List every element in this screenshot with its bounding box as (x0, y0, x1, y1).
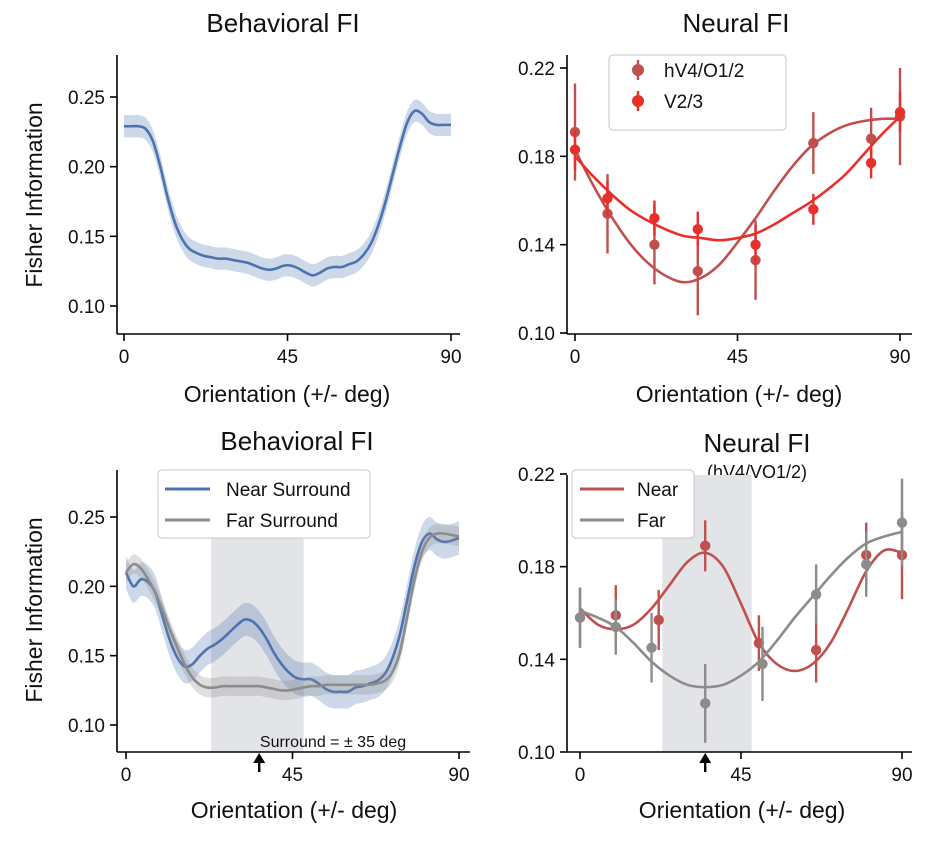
data-point (700, 540, 711, 552)
plot-area: 0.10 0.14 0.18 0.22 0 45 90 Near Far (518, 465, 913, 786)
y-tick-label: 0.14 (518, 650, 555, 671)
data-point (602, 193, 613, 204)
y-tick-label: 0.18 (518, 147, 555, 168)
data-point (865, 157, 877, 169)
series-line (124, 109, 451, 277)
y-axis-label: Fisher Information (21, 102, 47, 287)
x-tick-label: 0 (121, 765, 132, 786)
series-line (124, 532, 460, 694)
x-axis-label: Orientation (+/- deg) (184, 381, 390, 407)
y-tick-label: 0.18 (518, 558, 555, 579)
x-tick-label: 0 (575, 765, 586, 786)
series-line (124, 531, 460, 692)
data-point (692, 224, 703, 235)
panel-behavioral-fi-bottom: Behavioral FI Orientation (+/- deg) Fish… (21, 426, 470, 823)
y-tick-label: 0.15 (68, 647, 105, 668)
x-tick-label: 45 (730, 765, 751, 786)
data-point (653, 614, 664, 626)
y-axis-label: Fisher Information (21, 517, 47, 702)
x-tick-label: 0 (570, 347, 581, 368)
panel-neural-fi-top: Neural FI Orientation (+/- deg) 0.10 0.14… (518, 8, 912, 407)
surround-arrow-head (699, 753, 712, 763)
legend-label: Near (637, 480, 679, 501)
data-point (646, 642, 657, 653)
y-tick-label: 0.22 (518, 465, 555, 486)
y-tick-label: 0.10 (68, 297, 105, 318)
data-point (808, 204, 819, 215)
chart-title: Neural FI (683, 8, 790, 38)
panel-behavioral-fi-top: Behavioral FI Orientation (+/- deg) Fish… (21, 8, 462, 407)
legend-label: V2/3 (664, 92, 703, 113)
confidence-band (124, 99, 451, 287)
fit-curve (574, 115, 901, 242)
data-point (700, 698, 711, 709)
surround-annotation: Surround = ± 35 deg (260, 734, 406, 751)
fit-curve (579, 548, 903, 673)
confidence-band (126, 516, 459, 709)
y-tick-label: 0.14 (518, 236, 555, 257)
data-point (810, 644, 822, 656)
x-tick-label: 45 (727, 347, 748, 368)
plot-area: 0.10 0.14 0.18 0.22 0 45 90 hV4/O1/2 V2/3 (518, 54, 912, 368)
data-point (649, 239, 660, 250)
fit-curve (579, 530, 903, 689)
x-axis-label: Orientation (+/- deg) (191, 797, 397, 823)
x-tick-label: 90 (448, 765, 469, 786)
x-axis-label: Orientation (+/- deg) (636, 381, 842, 407)
x-tick-label: 90 (440, 347, 461, 368)
legend-marker (632, 95, 644, 107)
y-tick-label: 0.25 (68, 508, 105, 529)
x-tick-label: 45 (277, 347, 298, 368)
legend-box (608, 54, 787, 131)
y-tick-label: 0.15 (68, 227, 105, 248)
legend-label: Far Surround (226, 511, 338, 532)
x-tick-label: 90 (889, 347, 910, 368)
y-tick-label: 0.20 (68, 577, 105, 598)
fit-curve (573, 117, 901, 284)
y-tick-label: 0.10 (518, 324, 555, 345)
data-point (750, 239, 761, 250)
data-point (574, 612, 586, 623)
y-tick-label: 0.22 (518, 59, 555, 80)
chart-title: Behavioral FI (206, 8, 359, 38)
panel-neural-fi-bottom: Neural FI (hV4/VO1/2) Orientation (+/- d… (518, 428, 913, 823)
x-axis-label: Orientation (+/- deg) (639, 797, 845, 823)
x-tick-label: 0 (119, 347, 130, 368)
data-point (861, 559, 872, 570)
data-point (896, 517, 908, 528)
data-point (692, 265, 703, 277)
data-point (757, 658, 768, 670)
x-tick-label: 90 (891, 765, 912, 786)
legend-label: Far (637, 511, 666, 532)
y-tick-label: 0.20 (68, 158, 105, 179)
data-point (649, 212, 660, 224)
y-tick-label: 0.25 (68, 88, 105, 109)
plot-area: 0.10 0.15 0.20 0.25 0 45 90 Near Surround Far Su… (68, 469, 470, 786)
y-tick-label: 0.10 (68, 716, 105, 737)
plot-area: 0.10 0.15 0.20 0.25 0 45 90 (68, 55, 462, 368)
surround-arrow-head (253, 753, 266, 763)
legend-box (157, 469, 371, 539)
data-point (810, 589, 822, 600)
legend-label: hV4/O1/2 (664, 61, 744, 82)
legend-marker (632, 64, 644, 76)
data-point (808, 137, 819, 149)
data-point (610, 621, 621, 633)
x-tick-label: 45 (282, 765, 303, 786)
data-point (894, 106, 906, 118)
legend-label: Near Surround (226, 480, 351, 501)
chart-title: Behavioral FI (220, 426, 373, 456)
chart-title: Neural FI (704, 428, 811, 458)
y-tick-label: 0.10 (518, 743, 555, 764)
data-point (569, 144, 581, 155)
